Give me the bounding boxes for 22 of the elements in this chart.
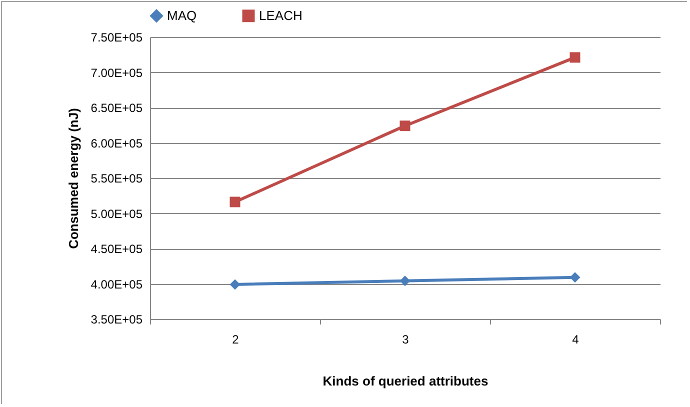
point [400, 276, 410, 286]
y-tick-label: 7.00E+05 [90, 66, 143, 80]
y-tick-label: 4.50E+05 [90, 242, 143, 256]
y-tick-label: 5.00E+05 [90, 206, 143, 221]
legend-label: LEACH [259, 8, 302, 23]
y-tick-label: 5.50E+05 [90, 172, 143, 186]
point [570, 52, 580, 63]
y-tick-label: 7.50E+05 [90, 30, 143, 44]
x-tick-label: 3 [402, 332, 410, 346]
point [570, 272, 580, 283]
y-axis-title: Consumed energy (nJ) [66, 108, 81, 249]
y-tick-label: 6.00E+05 [90, 136, 143, 150]
point [400, 120, 410, 132]
y-tick-label: 6.50E+05 [90, 101, 143, 115]
point [230, 279, 240, 290]
y-tick-label: 3.50E+05 [90, 312, 143, 326]
point [230, 196, 240, 208]
x-tick-label: 4 [572, 332, 580, 346]
legend-label: MAQ [167, 8, 197, 23]
x-tick-label: 2 [232, 332, 240, 346]
y-tick-label: 4.00E+05 [90, 277, 143, 292]
x-axis-title: Kinds of queried attributes [322, 374, 488, 388]
